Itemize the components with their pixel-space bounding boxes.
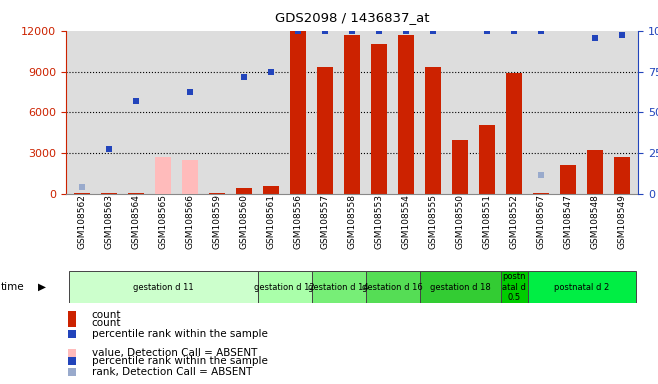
Text: GSM108558: GSM108558: [347, 194, 357, 249]
Text: GSM108567: GSM108567: [536, 194, 545, 249]
Bar: [290, 31, 306, 194]
Text: GSM108564: GSM108564: [132, 194, 141, 249]
Bar: [371, 44, 387, 194]
Text: GSM108550: GSM108550: [455, 194, 465, 249]
Text: gestation d 16: gestation d 16: [362, 283, 423, 291]
Bar: [311, 271, 366, 303]
Bar: [182, 193, 198, 194]
Text: percentile rank within the sample: percentile rank within the sample: [91, 329, 267, 339]
Bar: [236, 188, 252, 194]
Text: value, Detection Call = ABSENT: value, Detection Call = ABSENT: [91, 348, 257, 358]
Bar: [528, 271, 636, 303]
Bar: [398, 35, 414, 194]
Text: time: time: [1, 282, 24, 292]
Bar: [317, 68, 333, 194]
Bar: [155, 157, 171, 194]
Bar: [257, 271, 311, 303]
Text: rank, Detection Call = ABSENT: rank, Detection Call = ABSENT: [91, 367, 252, 377]
Text: postnatal d 2: postnatal d 2: [554, 283, 609, 291]
Text: GSM108557: GSM108557: [320, 194, 330, 249]
Bar: [128, 193, 144, 194]
Text: GSM108551: GSM108551: [482, 194, 492, 249]
Bar: [101, 192, 117, 194]
Text: count: count: [91, 318, 121, 328]
Bar: [452, 139, 468, 194]
Text: GSM108553: GSM108553: [374, 194, 384, 249]
Text: GSM108561: GSM108561: [266, 194, 276, 249]
Bar: [560, 166, 576, 194]
Bar: [344, 35, 360, 194]
Text: percentile rank within the sample: percentile rank within the sample: [91, 356, 267, 366]
Text: postn
atal d
0.5: postn atal d 0.5: [502, 272, 526, 302]
Bar: [420, 271, 501, 303]
Text: count: count: [91, 310, 121, 320]
Bar: [506, 73, 522, 194]
Bar: [182, 160, 198, 194]
Text: GSM108562: GSM108562: [78, 194, 86, 249]
Text: gestation d 14: gestation d 14: [308, 283, 369, 291]
Text: GSM108549: GSM108549: [618, 194, 626, 249]
Text: GSM108556: GSM108556: [293, 194, 303, 249]
Bar: [209, 193, 225, 194]
Bar: [68, 271, 257, 303]
Text: GSM108559: GSM108559: [213, 194, 222, 249]
Bar: [501, 271, 528, 303]
Text: GSM108554: GSM108554: [401, 194, 411, 249]
Bar: [263, 187, 279, 194]
Text: GDS2098 / 1436837_at: GDS2098 / 1436837_at: [275, 12, 429, 25]
Text: GSM108565: GSM108565: [159, 194, 168, 249]
Text: gestation d 11: gestation d 11: [133, 283, 193, 291]
Text: GSM108548: GSM108548: [591, 194, 599, 249]
Bar: [366, 271, 420, 303]
Text: GSM108555: GSM108555: [428, 194, 438, 249]
Text: ▶: ▶: [38, 282, 45, 292]
Text: gestation d 18: gestation d 18: [430, 283, 490, 291]
Text: GSM108560: GSM108560: [240, 194, 249, 249]
Text: GSM108552: GSM108552: [509, 194, 519, 249]
Bar: [74, 193, 90, 194]
Bar: [425, 68, 441, 194]
Bar: [614, 157, 630, 194]
Bar: [155, 193, 171, 194]
Bar: [587, 151, 603, 194]
Text: gestation d 12: gestation d 12: [254, 283, 315, 291]
Text: GSM108563: GSM108563: [105, 194, 113, 249]
Bar: [479, 124, 495, 194]
Text: GSM108566: GSM108566: [186, 194, 195, 249]
Bar: [533, 192, 549, 194]
Text: GSM108547: GSM108547: [563, 194, 572, 249]
